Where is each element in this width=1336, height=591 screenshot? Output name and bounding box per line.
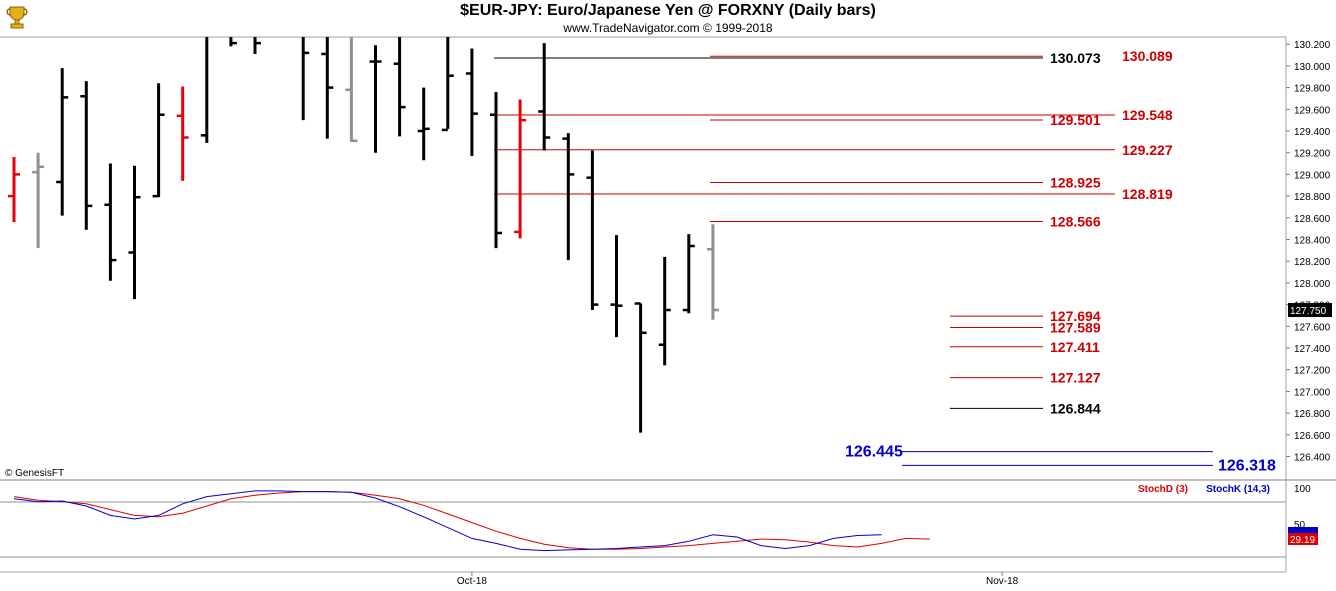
- ohlc-bar: [634, 302, 647, 433]
- ohlc-bar: [706, 224, 719, 320]
- date-tick-label: Oct-18: [457, 576, 487, 587]
- chart-subtitle: www.TradeNavigator.com © 1999-2018: [563, 21, 773, 35]
- price-level-label: 130.089: [1122, 48, 1173, 64]
- price-tick-label: 128.000: [1294, 279, 1331, 290]
- stochk-value-tag: [1288, 526, 1318, 533]
- price-level-label: 126.445: [845, 444, 903, 461]
- ohlc-bar: [490, 91, 502, 249]
- stochd-value-tag: [1288, 532, 1318, 545]
- price-tick-label: 126.600: [1294, 431, 1331, 442]
- price-level-label: 127.589: [1050, 319, 1101, 335]
- ohlc-bar: [441, 37, 454, 132]
- price-level-label: 128.819: [1122, 186, 1173, 202]
- stochd-legend-label: StochD (3): [1138, 484, 1188, 495]
- stochastic-oscillator: 100 50 StochD (3) StochK (14,3) 29.19: [13, 484, 1318, 552]
- price-level-label: 130.073: [1050, 50, 1101, 66]
- price-level-label: 126.844: [1050, 400, 1101, 416]
- price-tick-label: 127.000: [1294, 387, 1331, 398]
- ohlc-bar: [610, 235, 623, 338]
- ohlc-bar: [586, 150, 599, 311]
- price-tick-label: 126.800: [1294, 409, 1331, 420]
- last-price-label: 127.750: [1290, 306, 1327, 317]
- price-level-label: 128.925: [1050, 175, 1101, 191]
- ohlc-bar: [321, 37, 334, 139]
- ohlc-bar: [128, 165, 141, 300]
- price-tick-label: 127.600: [1294, 322, 1331, 333]
- last-price-tag: [1288, 303, 1332, 318]
- ohlc-bar: [465, 48, 478, 156]
- ohlc-bar: [152, 83, 165, 198]
- stoch-series-line: [13, 491, 930, 550]
- ohlc-bar: [229, 37, 237, 47]
- ohlc-bar: [200, 37, 209, 143]
- chart-title: $EUR-JPY: Euro/Japanese Yen @ FORXNY (Da…: [460, 2, 876, 19]
- ohlc-bar: [417, 87, 430, 161]
- ohlc-bar: [253, 37, 261, 54]
- ohlc-bar: [345, 37, 358, 143]
- price-tick-label: 127.400: [1294, 344, 1331, 355]
- ohlc-bar: [538, 43, 551, 151]
- price-tick-label: 126.400: [1294, 453, 1331, 464]
- price-tick-label: 128.600: [1294, 214, 1331, 225]
- ohlc-bar: [658, 256, 671, 366]
- ohlc-bar: [56, 68, 69, 216]
- ohlc-bar: [301, 37, 310, 121]
- date-tick-label: Nov-18: [986, 576, 1019, 587]
- price-level-label: 127.127: [1050, 370, 1101, 386]
- price-tick-label: 128.200: [1294, 257, 1331, 268]
- ohlc-bar: [8, 157, 20, 223]
- price-tick-label: 128.800: [1294, 192, 1331, 203]
- ohlc-bar: [32, 152, 45, 249]
- oscillator-tick-label: 50: [1294, 520, 1306, 531]
- stochk-legend-label: StochK (14,3): [1206, 484, 1270, 495]
- price-level-label: 129.227: [1122, 142, 1173, 158]
- ohlc-bar: [562, 133, 575, 261]
- price-tick-label: 129.000: [1294, 170, 1331, 181]
- price-levels: 130.073 130.089 129.501 129.548 129.227 128.9…: [494, 48, 1276, 474]
- ohlc-bar: [682, 234, 695, 314]
- price-tick-label: 127.200: [1294, 366, 1331, 377]
- price-tick-label: 130.000: [1294, 62, 1331, 73]
- date-axis: Oct-18 Nov-18: [457, 572, 1019, 587]
- trophy-logo-icon: [4, 4, 30, 35]
- ohlc-bar: [176, 86, 189, 181]
- price-tick-label: 128.400: [1294, 236, 1331, 247]
- oscillator-tick-label: 100: [1294, 484, 1311, 495]
- ohlc-bar: [80, 81, 93, 230]
- price-tick-label: 129.600: [1294, 105, 1331, 116]
- price-tick-label: 129.800: [1294, 84, 1331, 95]
- price-tick-label: 129.200: [1294, 149, 1331, 160]
- ohlc-bar: [393, 37, 406, 137]
- price-level-label: 127.694: [1050, 308, 1101, 324]
- ohlc-bar: [369, 45, 382, 153]
- price-tick-label: 130.200: [1294, 40, 1331, 51]
- stoch-series-line: [13, 490, 882, 552]
- copyright-label: © GenesisFT: [5, 468, 65, 479]
- ohlc-bar: [514, 99, 527, 239]
- price-tick-label: 129.400: [1294, 127, 1331, 138]
- price-level-label: 126.318: [1218, 457, 1276, 474]
- ohlc-bar: [104, 163, 117, 281]
- price-level-label: 129.501: [1050, 112, 1101, 128]
- price-axis: 126.400 126.600 126.800 127.000 127.200 127.4…: [1286, 40, 1332, 464]
- price-level-label: 128.566: [1050, 213, 1101, 229]
- ohlc-bars: [8, 37, 719, 433]
- price-level-label: 127.411: [1050, 339, 1100, 355]
- stochd-value-label: 29.19: [1290, 535, 1315, 546]
- price-level-label: 129.548: [1122, 107, 1173, 123]
